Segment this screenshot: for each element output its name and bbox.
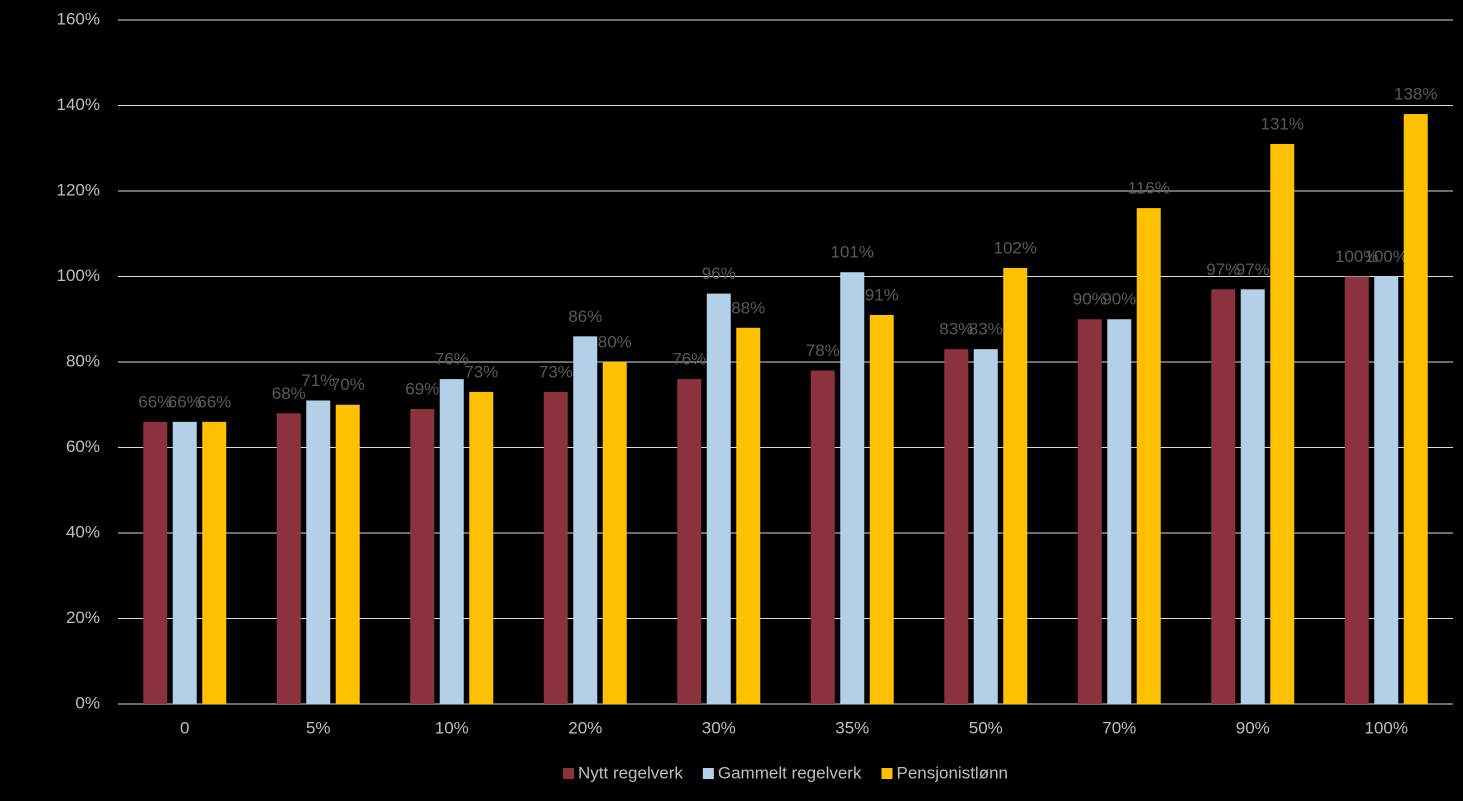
data-label: 73% xyxy=(464,362,498,381)
y-tick-label: 80% xyxy=(66,351,100,370)
bar xyxy=(810,370,835,704)
x-tick-label: 0 xyxy=(180,718,189,737)
x-tick-label: 5% xyxy=(306,718,331,737)
data-label: 100% xyxy=(1365,247,1408,266)
data-label: 101% xyxy=(831,243,874,262)
bar xyxy=(973,349,998,704)
data-label: 70% xyxy=(331,375,365,394)
bar xyxy=(1270,143,1295,705)
y-tick-label: 160% xyxy=(57,9,100,28)
bar xyxy=(202,421,227,704)
data-label: 97% xyxy=(1206,260,1240,279)
data-label: 90% xyxy=(1102,290,1136,309)
bar xyxy=(335,404,360,704)
data-label: 73% xyxy=(539,362,573,381)
bar xyxy=(469,391,494,704)
data-label: 90% xyxy=(1073,290,1107,309)
data-label: 78% xyxy=(806,341,840,360)
bar xyxy=(172,421,197,704)
bar xyxy=(944,349,969,704)
data-label: 138% xyxy=(1394,85,1437,104)
x-tick-label: 10% xyxy=(435,718,469,737)
data-label: 91% xyxy=(865,285,899,304)
bar xyxy=(306,400,331,704)
bar xyxy=(840,272,865,704)
y-tick-label: 0% xyxy=(75,693,100,712)
bar xyxy=(543,391,568,704)
bar xyxy=(276,413,301,704)
data-label: 66% xyxy=(138,392,172,411)
y-tick-label: 60% xyxy=(66,437,100,456)
bar xyxy=(736,327,761,704)
data-label: 69% xyxy=(405,380,439,399)
data-label: 76% xyxy=(435,350,469,369)
data-label: 100% xyxy=(1335,247,1378,266)
y-tick-label: 20% xyxy=(66,608,100,627)
bar xyxy=(573,336,598,704)
x-tick-label: 35% xyxy=(835,718,869,737)
bar xyxy=(1344,276,1369,704)
data-label: 68% xyxy=(272,384,306,403)
x-tick-label: 50% xyxy=(969,718,1003,737)
bar xyxy=(602,362,627,704)
data-label: 102% xyxy=(994,238,1037,257)
bar xyxy=(1003,267,1028,704)
y-tick-label: 40% xyxy=(66,522,100,541)
bar xyxy=(1403,114,1428,705)
legend-label: Nytt regelverk xyxy=(578,763,683,782)
bar xyxy=(1136,208,1161,704)
data-label: 76% xyxy=(672,350,706,369)
data-label: 131% xyxy=(1261,114,1304,133)
bar xyxy=(706,293,731,704)
x-tick-label: 30% xyxy=(702,718,736,737)
legend-swatch xyxy=(702,768,714,779)
x-tick-label: 70% xyxy=(1102,718,1136,737)
bar xyxy=(439,379,464,704)
bar xyxy=(1211,289,1236,704)
y-tick-label: 120% xyxy=(57,180,100,199)
bar xyxy=(1240,289,1265,704)
bar xyxy=(1077,319,1102,704)
data-label: 80% xyxy=(598,332,632,351)
data-label: 83% xyxy=(969,320,1003,339)
data-label: 116% xyxy=(1128,179,1170,198)
legend-label: Gammelt regelverk xyxy=(718,763,862,782)
y-tick-label: 100% xyxy=(57,266,100,285)
legend-swatch xyxy=(881,768,893,779)
x-tick-label: 20% xyxy=(568,718,602,737)
bar xyxy=(1107,319,1132,704)
legend-label: Pensjonistlønn xyxy=(896,763,1008,782)
y-tick-label: 140% xyxy=(57,95,100,114)
bar xyxy=(410,409,435,704)
x-tick-label: 100% xyxy=(1365,718,1408,737)
data-label: 66% xyxy=(197,392,231,411)
data-label: 83% xyxy=(939,320,973,339)
x-tick-label: 90% xyxy=(1236,718,1270,737)
bar xyxy=(143,421,168,704)
data-label: 88% xyxy=(731,298,765,317)
data-label: 71% xyxy=(301,371,335,390)
bar xyxy=(1374,276,1399,704)
data-label: 66% xyxy=(168,392,202,411)
bar xyxy=(869,314,894,704)
legend-swatch xyxy=(563,768,574,779)
data-label: 97% xyxy=(1236,260,1270,279)
legend: Nytt regelverk Gammelt regelverk Pensjonis… xyxy=(563,763,1008,782)
data-label: 86% xyxy=(568,307,602,326)
data-label: 96% xyxy=(702,264,736,283)
bar xyxy=(677,379,702,704)
